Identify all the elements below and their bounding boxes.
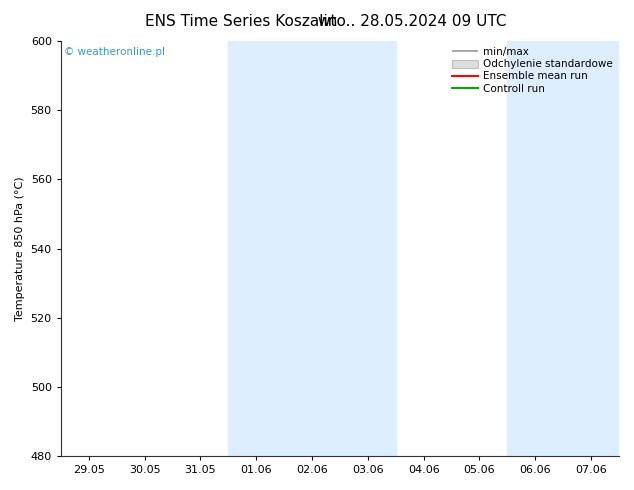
Text: ENS Time Series Koszalin: ENS Time Series Koszalin	[145, 14, 337, 29]
Text: wto.. 28.05.2024 09 UTC: wto.. 28.05.2024 09 UTC	[318, 14, 507, 29]
Bar	[228, 41, 396, 456]
Text: © weatheronline.pl: © weatheronline.pl	[63, 47, 165, 57]
Bar	[507, 41, 619, 456]
Y-axis label: Temperature 850 hPa (°C): Temperature 850 hPa (°C)	[15, 176, 25, 321]
Legend: min/max, Odchylenie standardowe, Ensemble mean run, Controll run: min/max, Odchylenie standardowe, Ensembl…	[449, 44, 616, 97]
